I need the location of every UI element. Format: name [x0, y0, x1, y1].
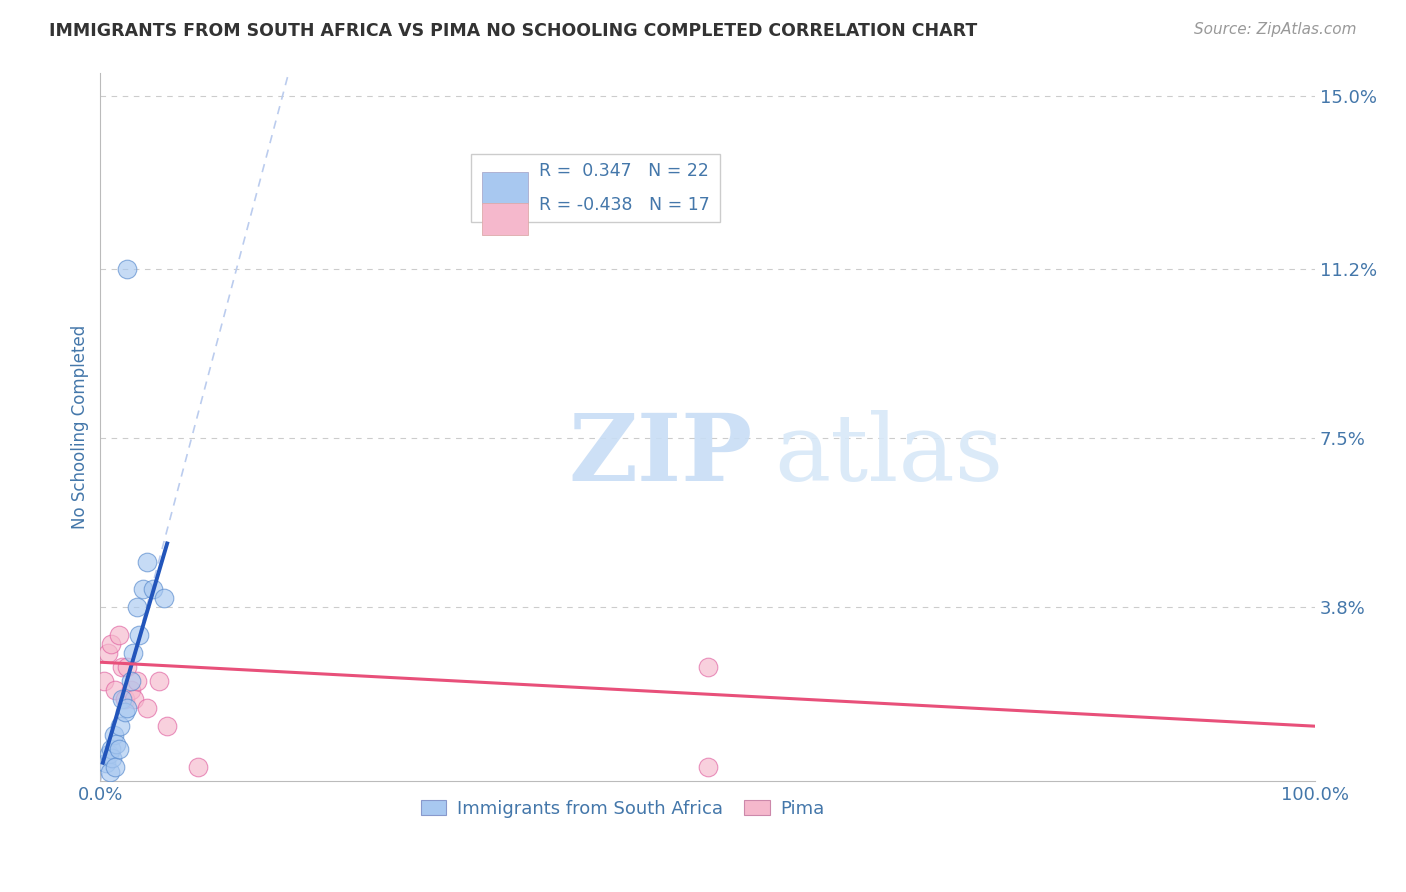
Point	[124, 691, 146, 706]
Text: R =  0.347   N = 22: R = 0.347 N = 22	[538, 162, 709, 180]
Point	[96, 756, 118, 770]
Point	[107, 628, 129, 642]
Point	[98, 764, 121, 779]
Point	[100, 742, 122, 756]
Point	[696, 660, 718, 674]
Point	[114, 691, 136, 706]
Point	[120, 682, 142, 697]
Point	[104, 760, 127, 774]
Text: R = -0.438   N = 17: R = -0.438 N = 17	[538, 196, 710, 214]
Point	[115, 262, 138, 277]
Point	[108, 719, 131, 733]
Point	[101, 751, 124, 765]
Point	[97, 646, 120, 660]
Point	[111, 660, 134, 674]
Point	[104, 682, 127, 697]
Point	[114, 706, 136, 720]
Legend: Immigrants from South Africa, Pima: Immigrants from South Africa, Pima	[413, 793, 832, 825]
Point	[128, 628, 150, 642]
Point	[115, 660, 138, 674]
Text: IMMIGRANTS FROM SOUTH AFRICA VS PIMA NO SCHOOLING COMPLETED CORRELATION CHART: IMMIGRANTS FROM SOUTH AFRICA VS PIMA NO …	[49, 22, 977, 40]
Point	[122, 646, 145, 660]
Point	[111, 691, 134, 706]
FancyBboxPatch shape	[471, 154, 720, 222]
Point	[135, 701, 157, 715]
Point	[186, 760, 208, 774]
Point	[105, 738, 128, 752]
Point	[100, 637, 122, 651]
Point	[135, 555, 157, 569]
Point	[107, 742, 129, 756]
Point	[132, 582, 155, 596]
Point	[152, 591, 174, 606]
Point	[125, 673, 148, 688]
Y-axis label: No Schooling Completed: No Schooling Completed	[72, 325, 89, 529]
Text: ZIP: ZIP	[568, 410, 752, 500]
Point	[148, 673, 170, 688]
Point	[142, 582, 165, 596]
Point	[156, 719, 179, 733]
FancyBboxPatch shape	[482, 172, 527, 203]
Point	[93, 673, 115, 688]
Point	[696, 760, 718, 774]
Point	[103, 728, 125, 742]
FancyBboxPatch shape	[482, 203, 527, 235]
Text: atlas: atlas	[775, 410, 1004, 500]
Text: Source: ZipAtlas.com: Source: ZipAtlas.com	[1194, 22, 1357, 37]
Point	[125, 600, 148, 615]
Point	[97, 747, 120, 761]
Point	[120, 673, 142, 688]
Point	[115, 701, 138, 715]
